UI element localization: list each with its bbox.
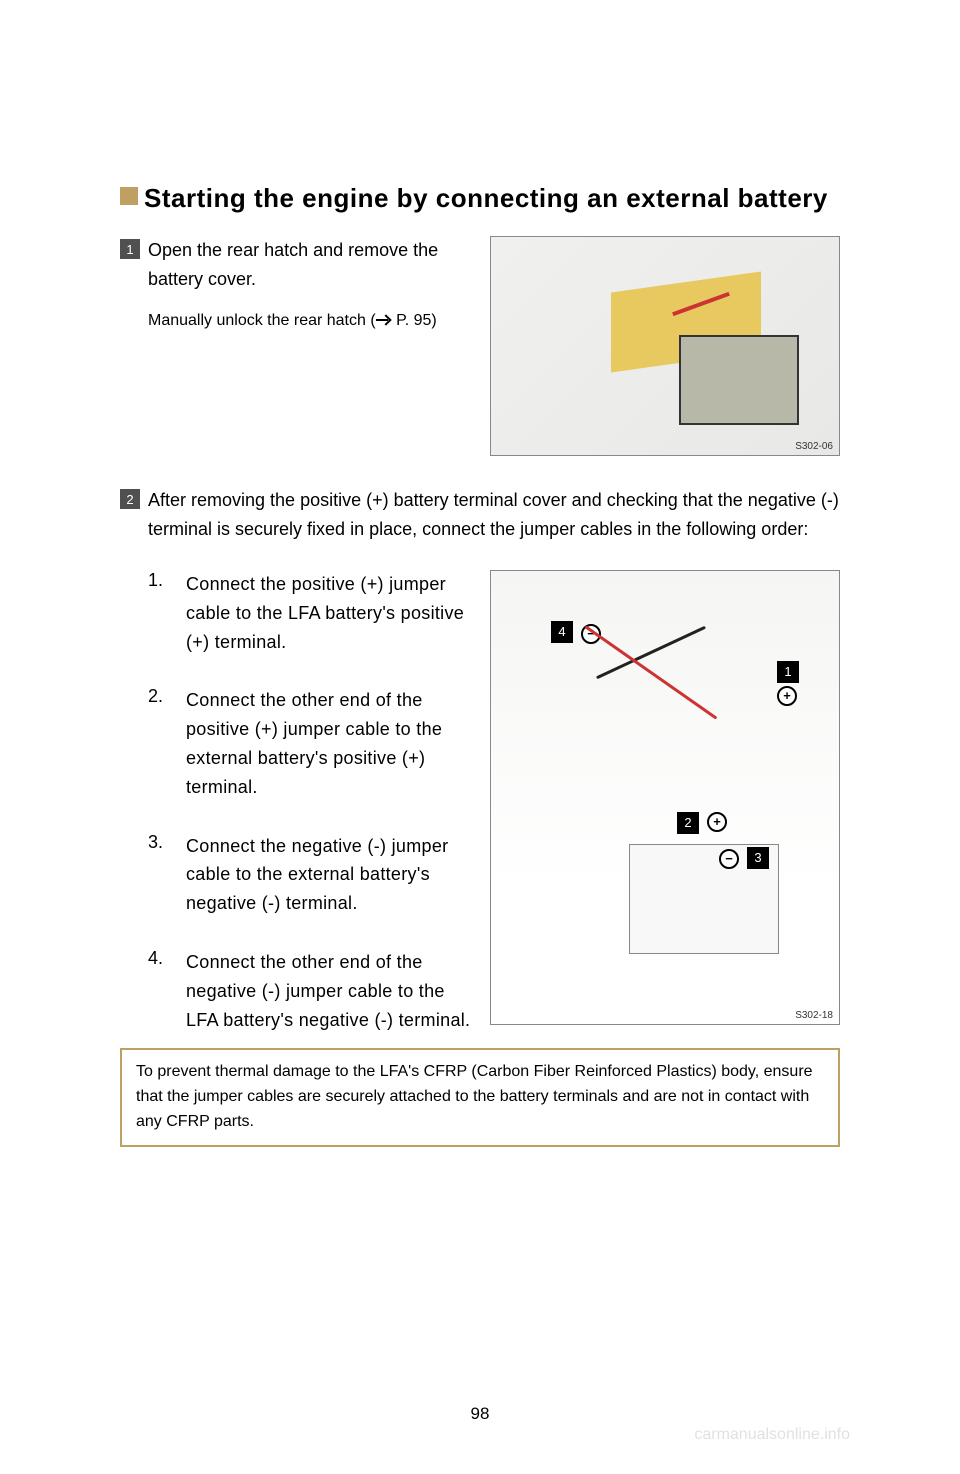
substep-num: 2.	[148, 686, 186, 707]
step-one-content: 1 Open the rear hatch and remove the bat…	[120, 236, 490, 348]
step-number-badge: 2	[120, 489, 140, 509]
substep-num: 1.	[148, 570, 186, 591]
note-suffix: P. 95)	[392, 312, 437, 329]
inset-detail	[679, 335, 799, 425]
plus-symbol-icon: +	[777, 686, 797, 706]
warning-text: To prevent thermal damage to the LFA's C…	[136, 1060, 824, 1134]
callout-2: 2	[677, 812, 699, 834]
step-one-note: Manually unlock the rear hatch ( P. 95)	[148, 312, 474, 330]
image-1-label: S302-06	[795, 441, 833, 452]
step-one: 1 Open the rear hatch and remove the bat…	[120, 236, 474, 294]
arrow-icon	[376, 315, 392, 325]
callout-1: 1	[777, 661, 799, 683]
step-two-text: After removing the positive (+) battery …	[148, 486, 840, 544]
jumper-cable-diagram-image: 4 − 1 + 2 + − 3 S302-18	[490, 570, 840, 1025]
warning-box: To prevent thermal damage to the LFA's C…	[120, 1048, 840, 1146]
minus-symbol-icon: −	[719, 849, 739, 869]
substeps-row: 1. Connect the positive (+) jumper cable…	[120, 570, 840, 1044]
substep-text: Connect the negative (-) jumper cable to…	[186, 832, 474, 918]
battery-diagram-content: 4 − 1 + 2 + − 3	[511, 591, 819, 994]
substep-item: 1. Connect the positive (+) jumper cable…	[148, 570, 474, 656]
step-one-row: 1 Open the rear hatch and remove the bat…	[120, 236, 840, 456]
trunk-diagram-content	[531, 267, 799, 425]
plus-symbol-icon: +	[707, 812, 727, 832]
substep-list: 1. Connect the positive (+) jumper cable…	[120, 570, 474, 1034]
substep-item: 4. Connect the other end of the negative…	[148, 948, 474, 1034]
section-title: Starting the engine by connecting an ext…	[144, 180, 828, 216]
substep-text: Connect the positive (+) jumper cable to…	[186, 570, 474, 656]
substep-item: 3. Connect the negative (-) jumper cable…	[148, 832, 474, 918]
page-number: 98	[471, 1404, 490, 1424]
substeps-content: 1. Connect the positive (+) jumper cable…	[120, 570, 490, 1044]
substep-text: Connect the other end of the negative (-…	[186, 948, 474, 1034]
step-one-text: Open the rear hatch and remove the batte…	[148, 236, 474, 294]
callout-3: 3	[747, 847, 769, 869]
section-header: Starting the engine by connecting an ext…	[120, 180, 840, 216]
substep-item: 2. Connect the other end of the positive…	[148, 686, 474, 801]
callout-4: 4	[551, 621, 573, 643]
substep-num: 3.	[148, 832, 186, 853]
step-number-badge: 1	[120, 239, 140, 259]
substep-num: 4.	[148, 948, 186, 969]
step-two: 2 After removing the positive (+) batter…	[120, 486, 840, 544]
watermark: carmanualsonline.info	[694, 1426, 850, 1444]
trunk-diagram-image: S302-06	[490, 236, 840, 456]
square-bullet-icon	[120, 187, 138, 205]
substep-text: Connect the other end of the positive (+…	[186, 686, 474, 801]
image-2-label: S302-18	[795, 1010, 833, 1021]
note-prefix: Manually unlock the rear hatch (	[148, 312, 376, 329]
